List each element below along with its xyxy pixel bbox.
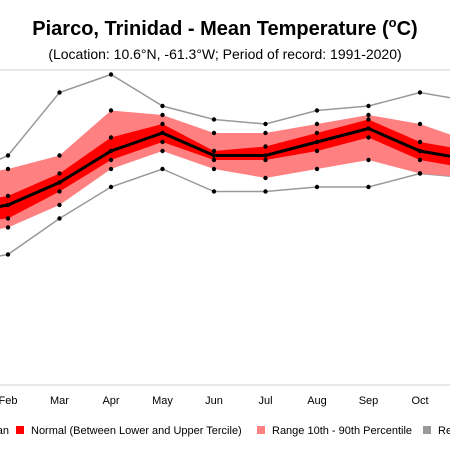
point [366, 126, 371, 131]
point [160, 112, 165, 118]
legend-label: Record [438, 425, 450, 437]
legend-label: Range 10th - 90th Percentile [272, 425, 412, 437]
legend-swatch [16, 426, 24, 434]
point [366, 103, 371, 109]
point [57, 202, 62, 208]
point [5, 193, 11, 199]
point [5, 225, 11, 230]
point [57, 171, 62, 176]
point [5, 153, 11, 158]
point [211, 130, 217, 136]
point [314, 108, 320, 113]
point [314, 166, 320, 172]
point [57, 216, 62, 221]
point [108, 148, 114, 154]
chart-subtitle: (Location: 10.6°N, -61.3°W; Period of re… [48, 46, 401, 62]
point [160, 148, 165, 154]
point [211, 189, 217, 194]
point [263, 121, 268, 127]
record-line [0, 73, 450, 160]
x-tick-label: Oct [411, 395, 428, 407]
point [108, 135, 114, 140]
point [5, 166, 11, 172]
x-tick-label: Sep [359, 395, 379, 407]
point [211, 157, 217, 163]
point [108, 72, 114, 77]
point [263, 189, 268, 194]
point [5, 216, 11, 221]
point [160, 121, 165, 127]
point [366, 184, 371, 190]
x-tick-label: Feb [0, 395, 17, 407]
x-tick-label: Aug [307, 395, 327, 407]
point [211, 148, 217, 154]
point [417, 139, 423, 145]
point [263, 144, 268, 149]
x-tick-label: May [152, 395, 173, 407]
point [314, 121, 320, 127]
band-area [0, 119, 450, 220]
legend-label: Mean [0, 425, 9, 437]
point [314, 139, 320, 145]
point [263, 157, 268, 163]
point [108, 166, 114, 172]
point [211, 117, 217, 122]
point [108, 108, 114, 113]
point [366, 135, 371, 140]
mean-line [0, 126, 450, 208]
title-sup: o [389, 15, 397, 30]
point [417, 148, 423, 154]
x-tick-label: Mar [50, 395, 69, 407]
point [314, 184, 320, 190]
point [263, 175, 268, 181]
point [160, 166, 165, 172]
x-tick-label: Jul [258, 395, 272, 407]
title-text: C) [397, 18, 418, 40]
point [5, 252, 11, 257]
point [5, 202, 11, 208]
point [417, 157, 423, 163]
x-tick-label: Jun [205, 395, 223, 407]
point [108, 157, 114, 163]
point [211, 166, 217, 172]
point [366, 117, 371, 122]
point [366, 112, 371, 118]
point [263, 130, 268, 136]
point [366, 157, 371, 163]
point [108, 184, 114, 190]
title-text: Piarco, Trinidad - Mean Temperature ( [32, 18, 389, 40]
legend-swatch [423, 426, 431, 434]
x-tick-label: Apr [102, 395, 119, 407]
point [160, 103, 165, 109]
chart-title: Piarco, Trinidad - Mean Temperature (oC) [32, 15, 417, 40]
point [417, 171, 423, 176]
legend-swatch [257, 426, 265, 434]
point [160, 130, 165, 136]
legend-label: Normal (Between Lower and Upper Tercile) [31, 425, 242, 437]
point [57, 153, 62, 158]
point [57, 189, 62, 194]
point [57, 180, 62, 185]
point [314, 148, 320, 154]
point [57, 90, 62, 95]
point [417, 121, 423, 127]
point [160, 139, 165, 145]
point [211, 153, 217, 158]
point [417, 90, 423, 95]
point [263, 153, 268, 158]
point [314, 130, 320, 136]
